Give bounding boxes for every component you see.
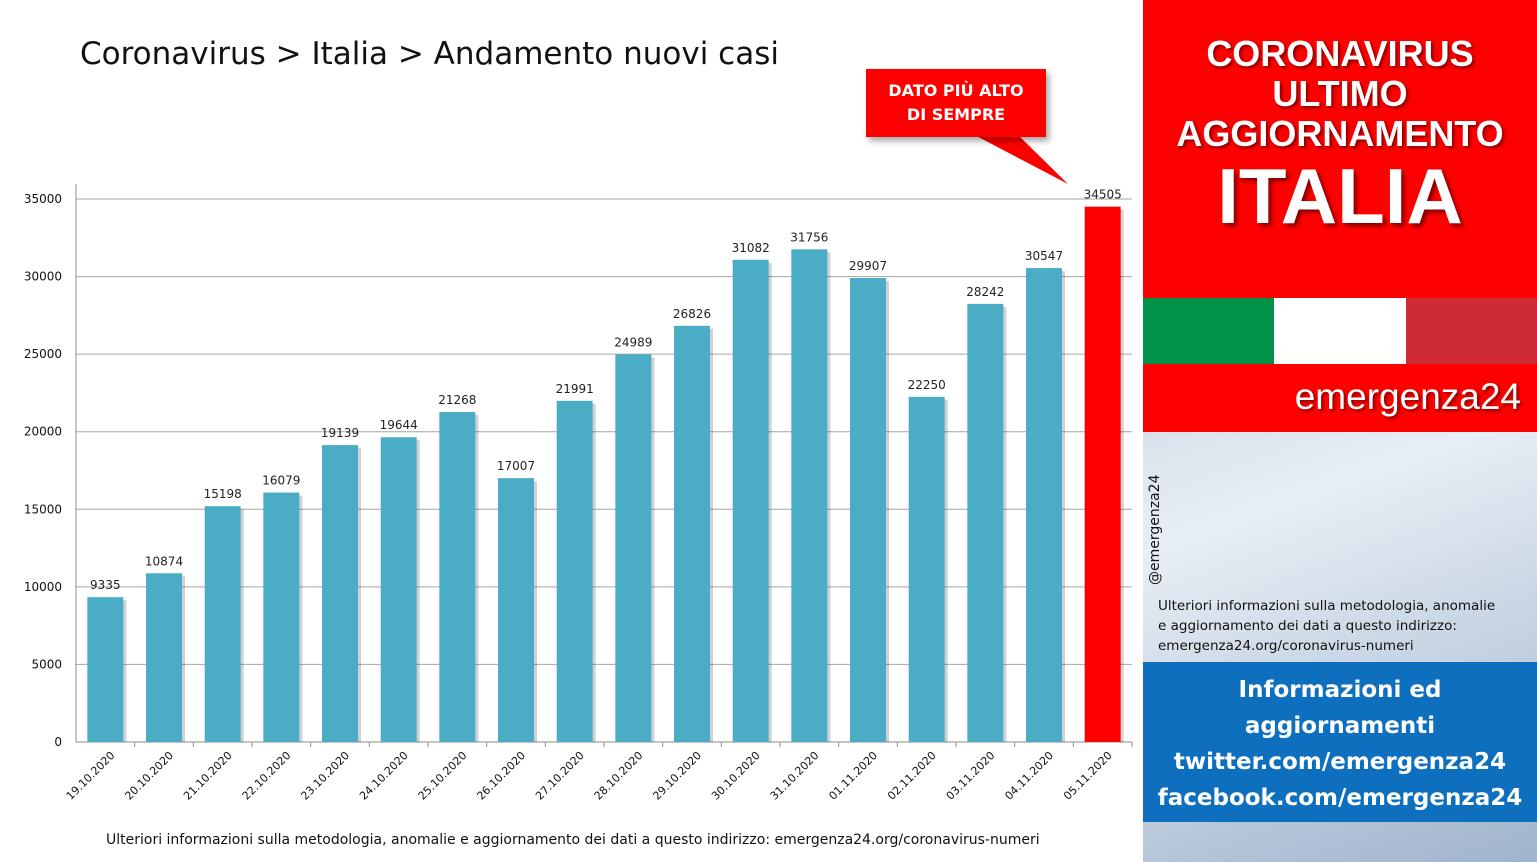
bar <box>263 492 300 742</box>
italian-flag <box>1143 298 1537 364</box>
y-tick-label: 30000 <box>24 270 62 284</box>
flag-white-stripe <box>1274 298 1406 364</box>
data-label: 26826 <box>673 307 711 321</box>
x-tick-label: 20.10.2020 <box>122 749 176 803</box>
data-label: 19644 <box>380 418 418 432</box>
x-tick-label: 22.10.2020 <box>240 749 294 803</box>
data-label: 31756 <box>790 230 828 244</box>
x-tick-label: 26.10.2020 <box>474 749 528 803</box>
y-tick-label: 25000 <box>24 347 62 361</box>
twitter-link[interactable]: twitter.com/emergenza24 <box>1173 749 1507 775</box>
bar <box>615 354 652 742</box>
bar <box>850 278 886 742</box>
callout-line-2: DI SEMPRE <box>906 105 1006 124</box>
x-tick-label: 23.10.2020 <box>298 749 352 803</box>
x-tick-label: 28.10.2020 <box>592 749 646 803</box>
social-links-box: Informazioni ed aggiornamenti twitter.co… <box>1143 662 1537 822</box>
x-tick-label: 05.11.2020 <box>1061 749 1115 803</box>
x-tick-label: 25.10.2020 <box>416 749 470 803</box>
bar <box>87 597 124 742</box>
social-handle: @emergenza24 <box>1147 474 1163 586</box>
y-tick-label: 5000 <box>31 657 62 671</box>
header-line-3: AGGIORNAMENTO <box>1176 113 1504 154</box>
x-tick-label: 01.11.2020 <box>826 749 880 803</box>
y-tick-label: 0 <box>54 735 62 749</box>
page-title: Coronavirus > Italia > Andamento nuovi c… <box>80 36 779 72</box>
bar <box>322 445 358 742</box>
data-label: 22250 <box>908 378 946 392</box>
callout-pointer <box>965 130 1068 184</box>
data-label: 29907 <box>849 259 887 273</box>
panel-note: Ulteriori informazioni sulla metodologia… <box>1158 596 1530 656</box>
data-label: 30547 <box>1025 249 1063 263</box>
bar <box>556 400 593 742</box>
bar <box>791 249 828 742</box>
bar <box>967 303 1004 742</box>
y-tick-label: 35000 <box>24 192 62 206</box>
data-label: 17007 <box>497 459 535 473</box>
x-tick-label: 02.11.2020 <box>885 749 939 803</box>
facebook-link[interactable]: facebook.com/emergenza24 <box>1157 785 1523 811</box>
social-line-1: Informazioni ed <box>1238 677 1442 703</box>
flag-green-stripe <box>1143 298 1275 364</box>
panel-note-line-2: e aggiornamento dei dati a questo indiri… <box>1158 618 1457 634</box>
y-tick-label: 10000 <box>24 580 62 594</box>
bar <box>908 396 945 742</box>
x-tick-label: 31.10.2020 <box>768 749 822 803</box>
x-tick-label: 29.10.2020 <box>650 749 704 803</box>
flag-red-stripe <box>1405 298 1537 364</box>
x-tick-label: 24.10.2020 <box>357 749 411 803</box>
data-label: 21268 <box>438 393 476 407</box>
highest-value-callout: DATO PIÙ ALTO DI SEMPRE <box>866 69 1046 137</box>
brand-bar: emergenza24 <box>1143 364 1537 432</box>
bar <box>146 573 182 742</box>
bar <box>732 259 769 742</box>
bar <box>1026 268 1062 742</box>
panel-note-line-3: emergenza24.org/coronavirus-numeri <box>1158 638 1414 654</box>
bar <box>380 437 417 742</box>
social-line-2: aggiornamenti <box>1244 713 1436 739</box>
data-label: 9335 <box>90 578 121 592</box>
bar <box>1084 206 1121 742</box>
y-tick-label: 20000 <box>24 425 62 439</box>
x-tick-label: 03.11.2020 <box>944 749 998 803</box>
bar <box>439 412 476 742</box>
x-tick-label: 30.10.2020 <box>709 749 763 803</box>
panel-header: CORONAVIRUS ULTIMO AGGIORNAMENTO ITALIA <box>1143 0 1537 298</box>
data-label: 31082 <box>732 241 770 255</box>
data-label: 16079 <box>262 474 300 488</box>
panel-note-line-1: Ulteriori informazioni sulla metodologia… <box>1158 598 1496 614</box>
data-label: 19139 <box>321 426 359 440</box>
bar <box>204 506 241 742</box>
data-label: 15198 <box>204 487 242 501</box>
bar <box>498 478 534 742</box>
brand-name: emergenza24 <box>1294 376 1521 417</box>
bar <box>674 325 710 742</box>
footer-note: Ulteriori informazioni sulla metodologia… <box>106 832 1040 848</box>
data-label: 21991 <box>556 382 594 396</box>
chart-area: Coronavirus > Italia > Andamento nuovi c… <box>23 36 1133 848</box>
data-label: 10874 <box>145 554 183 568</box>
x-tick-label: 21.10.2020 <box>181 749 235 803</box>
data-label: 34505 <box>1084 188 1122 202</box>
x-tick-label: 19.10.2020 <box>64 749 118 803</box>
side-panel: CORONAVIRUS ULTIMO AGGIORNAMENTO ITALIA … <box>1143 0 1537 862</box>
x-tick-label: 27.10.2020 <box>533 749 587 803</box>
header-line-1: CORONAVIRUS <box>1206 33 1474 74</box>
bar-chart: 0 5000 10000 15000 20000 25000 30000 35000 9335 1… <box>24 130 1133 803</box>
y-tick-label: 15000 <box>24 502 62 516</box>
data-label: 28242 <box>966 285 1004 299</box>
header-country: ITALIA <box>1217 152 1463 240</box>
callout-line-1: DATO PIÙ ALTO <box>888 81 1024 100</box>
header-line-2: ULTIMO <box>1272 73 1408 114</box>
data-label: 24989 <box>614 335 652 349</box>
x-tick-label: 04.11.2020 <box>1002 749 1056 803</box>
